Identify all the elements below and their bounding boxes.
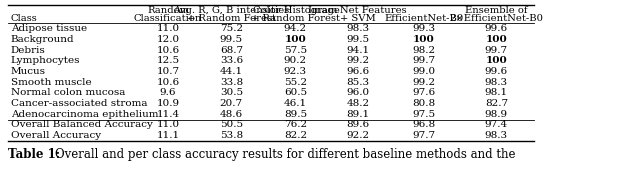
Text: 50.5: 50.5 <box>220 121 243 130</box>
Text: ImageNet Features: ImageNet Features <box>308 6 407 15</box>
Text: 90.2: 90.2 <box>284 56 307 65</box>
Text: 11.0: 11.0 <box>156 24 180 33</box>
Text: 99.7: 99.7 <box>484 46 508 55</box>
Text: 53.8: 53.8 <box>220 131 243 140</box>
Text: 10.7: 10.7 <box>156 67 180 76</box>
Text: 97.6: 97.6 <box>412 88 435 97</box>
Text: 89.1: 89.1 <box>346 110 369 119</box>
Text: + Random Forest: + Random Forest <box>187 14 276 23</box>
Text: Debris: Debris <box>11 46 45 55</box>
Text: Class: Class <box>11 14 38 23</box>
Text: + SVM: + SVM <box>340 14 376 23</box>
Text: 98.2: 98.2 <box>412 46 435 55</box>
Text: Adipose tissue: Adipose tissue <box>11 24 87 33</box>
Text: Adenocarcinoma epithelium: Adenocarcinoma epithelium <box>11 110 158 119</box>
Text: Mucus: Mucus <box>11 67 46 76</box>
Text: 99.2: 99.2 <box>412 78 435 87</box>
Text: 89.5: 89.5 <box>284 110 307 119</box>
Text: 10.6: 10.6 <box>156 78 180 87</box>
Text: Overall and per class accuracy results for different baseline methods and the: Overall and per class accuracy results f… <box>55 148 516 161</box>
Text: 46.1: 46.1 <box>284 99 307 108</box>
Text: 94.1: 94.1 <box>346 46 369 55</box>
Text: 55.2: 55.2 <box>284 78 307 87</box>
Text: 100: 100 <box>285 35 306 44</box>
Text: 99.3: 99.3 <box>412 24 435 33</box>
Text: 99.6: 99.6 <box>484 67 508 76</box>
Text: 99.0: 99.0 <box>412 67 435 76</box>
Text: 89.6: 89.6 <box>346 121 369 130</box>
Text: 97.7: 97.7 <box>412 131 435 140</box>
Text: 20.7: 20.7 <box>220 99 243 108</box>
Text: 97.5: 97.5 <box>412 110 435 119</box>
Text: Table 1: Overall and per class accuracy results for different baseline methods a: Table 1: Overall and per class accuracy … <box>0 171 1 172</box>
Text: Table 1:: Table 1: <box>8 148 60 161</box>
Text: 97.4: 97.4 <box>484 121 508 130</box>
Text: 76.2: 76.2 <box>284 121 307 130</box>
Text: 48.6: 48.6 <box>220 110 243 119</box>
Text: 44.1: 44.1 <box>220 67 243 76</box>
Text: + Random Forest: + Random Forest <box>251 14 340 23</box>
Text: 100: 100 <box>413 35 435 44</box>
Text: Smooth muscle: Smooth muscle <box>11 78 92 87</box>
Text: Lymphocytes: Lymphocytes <box>11 56 81 65</box>
Text: 98.3: 98.3 <box>484 131 508 140</box>
Text: 94.2: 94.2 <box>284 24 307 33</box>
Text: 96.8: 96.8 <box>412 121 435 130</box>
Text: 98.3: 98.3 <box>484 78 508 87</box>
Text: 99.5: 99.5 <box>220 35 243 44</box>
Text: 12.5: 12.5 <box>156 56 180 65</box>
Text: 11.0: 11.0 <box>156 121 180 130</box>
Text: 100: 100 <box>486 35 507 44</box>
Text: 68.7: 68.7 <box>220 46 243 55</box>
Text: 48.2: 48.2 <box>346 99 369 108</box>
Text: 99.5: 99.5 <box>346 35 369 44</box>
Text: Overall Accuracy: Overall Accuracy <box>11 131 101 140</box>
Text: Ensemble of: Ensemble of <box>465 6 527 15</box>
Text: Classification: Classification <box>134 14 202 23</box>
Text: 99.2: 99.2 <box>346 56 369 65</box>
Text: Random: Random <box>147 6 189 15</box>
Text: 92.3: 92.3 <box>284 67 307 76</box>
Text: 10.9: 10.9 <box>156 99 180 108</box>
Text: Cancer-associated stroma: Cancer-associated stroma <box>11 99 147 108</box>
Text: Avg. R, G, B intensities: Avg. R, G, B intensities <box>173 6 289 15</box>
Text: 96.6: 96.6 <box>346 67 369 76</box>
Text: 98.1: 98.1 <box>484 88 508 97</box>
Text: 10.6: 10.6 <box>156 46 180 55</box>
Text: Color Histogram: Color Histogram <box>253 6 338 15</box>
Text: 33.6: 33.6 <box>220 56 243 65</box>
Text: Overall Balanced Accuracy: Overall Balanced Accuracy <box>11 121 153 130</box>
Text: 92.2: 92.2 <box>346 131 369 140</box>
Text: 85.3: 85.3 <box>346 78 369 87</box>
Text: 99.6: 99.6 <box>484 24 508 33</box>
Text: 33.8: 33.8 <box>220 78 243 87</box>
Text: 57.5: 57.5 <box>284 46 307 55</box>
Text: 12.0: 12.0 <box>156 35 180 44</box>
Text: 98.9: 98.9 <box>484 110 508 119</box>
Text: Background: Background <box>11 35 74 44</box>
Text: Normal colon mucosa: Normal colon mucosa <box>11 88 125 97</box>
Text: 60.5: 60.5 <box>284 88 307 97</box>
Text: 11.1: 11.1 <box>156 131 180 140</box>
Text: 99.7: 99.7 <box>412 56 435 65</box>
Text: 2×EfficientNet-B0: 2×EfficientNet-B0 <box>449 14 543 23</box>
Text: 98.3: 98.3 <box>346 24 369 33</box>
Text: 80.8: 80.8 <box>412 99 435 108</box>
Text: 75.2: 75.2 <box>220 24 243 33</box>
Text: EfficientNet-B0: EfficientNet-B0 <box>384 14 463 23</box>
Text: 11.4: 11.4 <box>156 110 180 119</box>
Text: 82.7: 82.7 <box>484 99 508 108</box>
Text: 30.5: 30.5 <box>220 88 243 97</box>
Text: 96.0: 96.0 <box>346 88 369 97</box>
Text: 82.2: 82.2 <box>284 131 307 140</box>
Text: Table 1:: Table 1: <box>0 171 1 172</box>
Text: 9.6: 9.6 <box>160 88 176 97</box>
Text: 100: 100 <box>486 56 507 65</box>
